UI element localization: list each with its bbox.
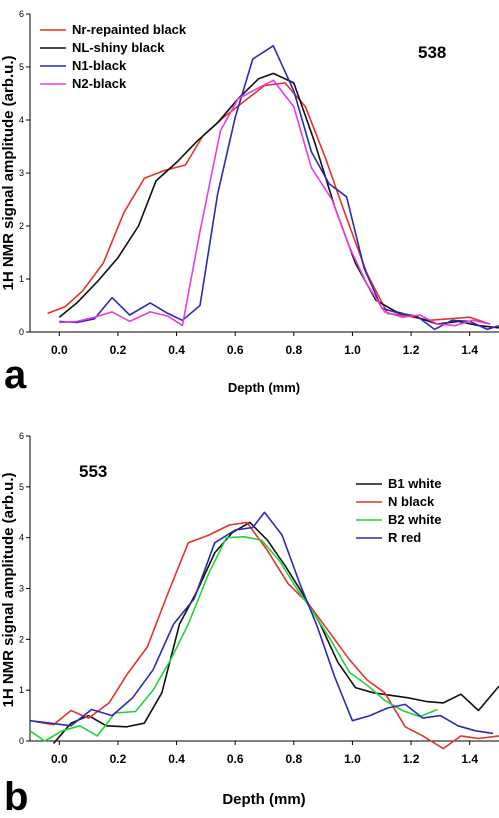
x-tick-label: 0.4 <box>168 343 185 357</box>
x-tick-label: 1.4 <box>461 752 478 766</box>
sample-label-553: 553 <box>79 462 107 481</box>
series-line-nl-shiny-black <box>58 72 499 329</box>
x-tick-label: 0.4 <box>168 752 185 766</box>
plot-frame-b <box>30 436 499 741</box>
x-tick-label: 0.6 <box>227 343 244 357</box>
series-line-b1-white <box>52 521 499 745</box>
panel-a: 0 1 2 3 4 5 6 0.0 0.2 0.4 0.6 0.8 1.0 1.2 1.4 Nr-repa… <box>0 9 499 397</box>
x-axis-label-b: Depth (mm) <box>222 791 305 808</box>
y-tick-label: 5 <box>19 62 24 72</box>
y-tick-label: 1 <box>19 685 24 695</box>
legend-entry: N black <box>388 494 435 509</box>
y-tick-label: 3 <box>19 584 24 594</box>
y-tick-label: 6 <box>19 9 24 19</box>
x-tick-label: 0.8 <box>285 343 302 357</box>
series-line-b2-white <box>29 535 438 742</box>
y-tick-label: 4 <box>19 115 24 125</box>
x-tick-label: 0.0 <box>51 752 68 766</box>
x-tick-label: 1.4 <box>461 343 478 357</box>
y-tick-label: 5 <box>19 482 24 492</box>
series-line-n1-black <box>59 44 499 331</box>
x-tick-label: 0.0 <box>51 343 68 357</box>
x-axis-label-a: Depth (mm) <box>228 380 300 395</box>
legend-entry: B1 white <box>388 476 441 491</box>
y-tick-label: 3 <box>19 168 24 178</box>
plot-frame-a <box>30 14 499 332</box>
x-tick-label: 1.0 <box>344 752 361 766</box>
sample-label-538: 538 <box>418 43 446 62</box>
panel-letter-a: a <box>4 353 27 397</box>
x-tick-label: 1.0 <box>344 343 361 357</box>
series-line-r-red <box>29 511 494 735</box>
x-tick-label: 0.2 <box>110 752 127 766</box>
x-tick-label: 1.2 <box>403 752 420 766</box>
legend-entry: R red <box>388 530 421 545</box>
legend-entry: NL-shiny black <box>72 40 165 55</box>
panel-b: 0 1 2 3 4 5 6 0.0 0.2 0.4 0.6 0.8 1.0 1.2 1.4 B1 whit… <box>0 431 499 818</box>
x-tick-label: 1.2 <box>403 343 420 357</box>
y-tick-label: 2 <box>19 634 24 644</box>
x-tick-label: 0.2 <box>110 343 127 357</box>
panel-letter-b: b <box>4 775 28 818</box>
legend-entry: N1-black <box>72 58 127 73</box>
series-line-n2-black <box>59 79 491 327</box>
legend-entry: Nr-repainted black <box>72 22 187 37</box>
legend-entry: B2 white <box>388 512 441 527</box>
y-tick-label: 4 <box>19 533 24 543</box>
y-tick-label: 0 <box>19 327 24 337</box>
x-tick-label: 0.6 <box>227 752 244 766</box>
legend-entry: N2-black <box>72 76 127 91</box>
y-tick-label: 1 <box>19 274 24 284</box>
y-tick-label: 2 <box>19 221 24 231</box>
x-tick-label: 0.8 <box>285 752 302 766</box>
series-line-n-black <box>35 521 499 750</box>
y-axis-label-b: 1H NMR signal amplitude (arb.u.) <box>0 472 17 707</box>
y-tick-label: 0 <box>19 736 24 746</box>
y-tick-label: 6 <box>19 431 24 441</box>
y-axis-label-a: 1H NMR signal amplitude (arb.u.) <box>0 55 17 290</box>
